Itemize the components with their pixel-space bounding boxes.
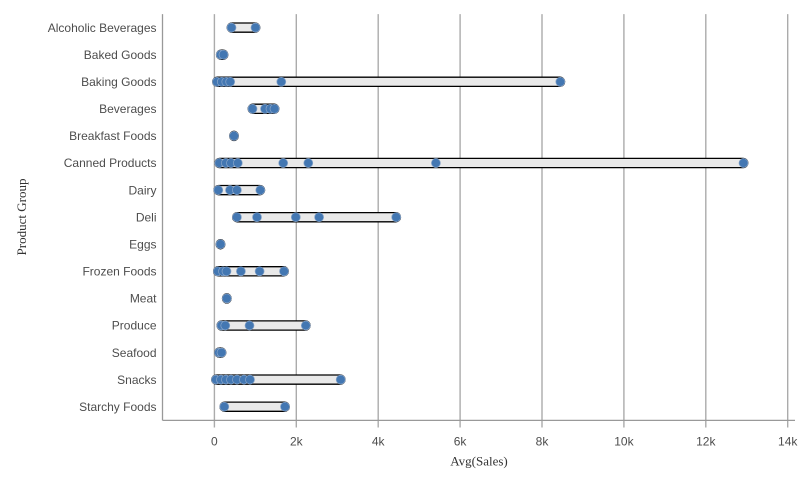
svg-text:6k: 6k [454, 435, 468, 449]
svg-text:Snacks: Snacks [117, 373, 156, 387]
svg-text:4k: 4k [372, 435, 386, 449]
svg-text:Alcoholic Beverages: Alcoholic Beverages [48, 21, 157, 35]
svg-text:Baking Goods: Baking Goods [81, 75, 156, 89]
svg-text:Produce: Produce [112, 319, 157, 333]
svg-text:Product Group: Product Group [14, 179, 29, 256]
svg-text:Dairy: Dairy [128, 183, 156, 197]
svg-text:Beverages: Beverages [99, 102, 156, 116]
svg-text:Meat: Meat [130, 292, 157, 306]
svg-text:Eggs: Eggs [129, 237, 156, 251]
svg-text:Seafood: Seafood [112, 346, 157, 360]
svg-text:Baked Goods: Baked Goods [84, 48, 157, 62]
svg-text:Canned Products: Canned Products [64, 156, 157, 170]
svg-text:Frozen Foods: Frozen Foods [82, 265, 156, 279]
svg-text:0: 0 [211, 435, 218, 449]
svg-text:Starchy Foods: Starchy Foods [79, 400, 156, 414]
svg-text:2k: 2k [290, 435, 304, 449]
svg-text:8k: 8k [536, 435, 550, 449]
svg-text:10k: 10k [614, 435, 634, 449]
svg-text:14k: 14k [778, 435, 798, 449]
svg-text:12k: 12k [696, 435, 716, 449]
svg-text:Deli: Deli [136, 210, 157, 224]
svg-text:Breakfast Foods: Breakfast Foods [69, 129, 156, 143]
svg-text:Avg(Sales): Avg(Sales) [450, 454, 508, 469]
